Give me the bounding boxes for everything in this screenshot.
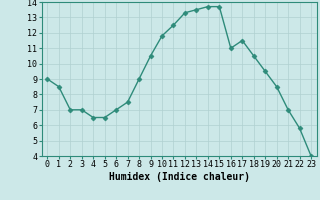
X-axis label: Humidex (Indice chaleur): Humidex (Indice chaleur) bbox=[109, 172, 250, 182]
